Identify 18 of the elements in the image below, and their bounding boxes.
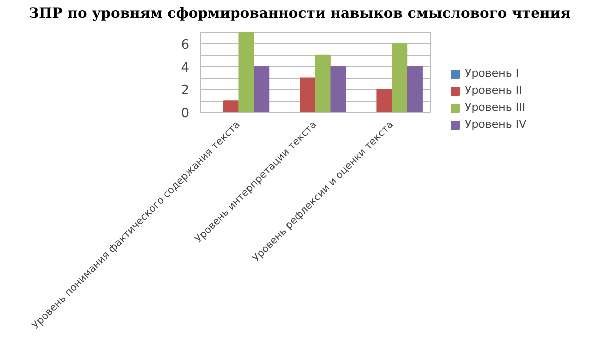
legend-label: Уровень IV bbox=[465, 118, 527, 131]
bar bbox=[254, 66, 270, 112]
bar bbox=[392, 43, 408, 112]
bar bbox=[376, 89, 392, 112]
y-tick-label: 0 bbox=[181, 106, 190, 122]
y-tick-label: 2 bbox=[181, 84, 190, 99]
chart-title: ЗПР по уровням сформированности навыков смыслового чтения bbox=[29, 5, 571, 24]
bar bbox=[223, 100, 239, 112]
legend-label: Уровень III bbox=[465, 101, 526, 114]
y-tick-label: 4 bbox=[181, 60, 190, 76]
bar bbox=[300, 78, 316, 112]
bar bbox=[238, 32, 254, 112]
bar bbox=[407, 66, 423, 112]
legend-label: Уровень I bbox=[465, 67, 520, 80]
y-tick-label: 6 bbox=[181, 38, 190, 53]
bar bbox=[330, 66, 346, 112]
bar bbox=[315, 54, 331, 112]
legend-label: Уровень II bbox=[465, 84, 522, 97]
